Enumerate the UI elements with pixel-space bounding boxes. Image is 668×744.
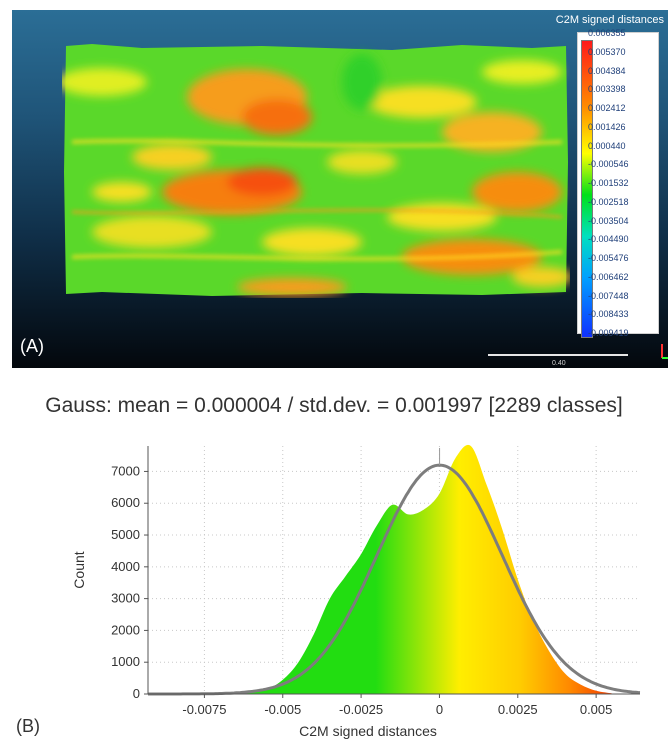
x-tick-label: 0 — [436, 702, 443, 717]
y-tick-label: 2000 — [111, 622, 140, 637]
color-scale-bar — [581, 40, 593, 338]
x-tick-label: -0.0025 — [339, 702, 383, 717]
chart-title: Gauss: mean = 0.000004 / std.dev. = 0.00… — [45, 394, 623, 417]
axis-indicator-icon — [661, 344, 668, 359]
histogram-chart: 0 1000 2000 3000 4000 5000 6000 7000 -0.0075 -0.0… — [71, 444, 641, 739]
y-tick-label: 4000 — [111, 559, 140, 574]
scale-bar-label: 0.40 — [552, 360, 566, 367]
x-tick-label: 0.0025 — [498, 702, 538, 717]
x-tick-label: -0.005 — [264, 702, 301, 717]
y-axis-label: Count — [71, 551, 87, 588]
x-axis-label: C2M signed distances — [299, 723, 437, 739]
point-cloud-panel: C2M signed distances 0.40 (A) — [12, 10, 668, 368]
panel-a-label: (A) — [20, 336, 44, 356]
y-tick-label: 0 — [133, 686, 140, 701]
y-tick-label: 1000 — [111, 654, 140, 669]
histogram-bars — [235, 444, 612, 694]
y-tick-label: 7000 — [111, 463, 140, 478]
y-tick-label: 5000 — [111, 527, 140, 542]
x-tick-label: -0.0075 — [182, 702, 226, 717]
y-tick-label: 3000 — [111, 591, 140, 606]
panel-b-label: (B) — [16, 716, 40, 736]
point-cloud-map — [62, 44, 570, 296]
scale-bar-line — [488, 354, 628, 356]
scale-title: C2M signed distances — [555, 14, 664, 26]
gaussian-curve — [148, 463, 641, 696]
x-tick-label: 0.005 — [580, 702, 613, 717]
y-tick-label: 6000 — [111, 495, 140, 510]
